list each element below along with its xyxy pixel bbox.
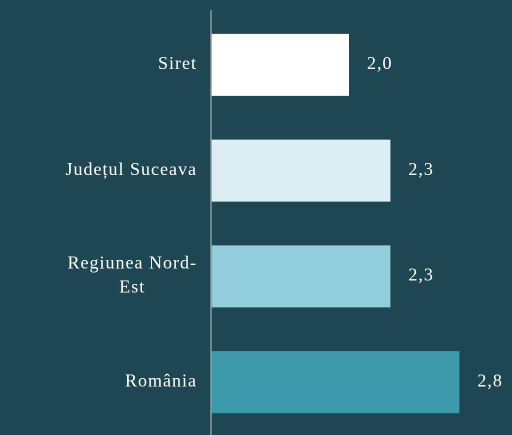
bar — [211, 139, 391, 202]
category-label: Siret — [158, 53, 197, 73]
bar — [211, 351, 460, 414]
value-label: 2,8 — [477, 370, 503, 390]
bar — [211, 33, 349, 96]
value-label: 2,0 — [367, 53, 393, 73]
value-label: 2,3 — [408, 159, 434, 179]
category-label: Regiunea Nord-Est — [68, 253, 197, 297]
category-label: România — [125, 370, 197, 390]
value-label: 2,3 — [408, 265, 434, 285]
bar — [211, 245, 391, 308]
category-label: Județul Suceava — [66, 159, 197, 179]
